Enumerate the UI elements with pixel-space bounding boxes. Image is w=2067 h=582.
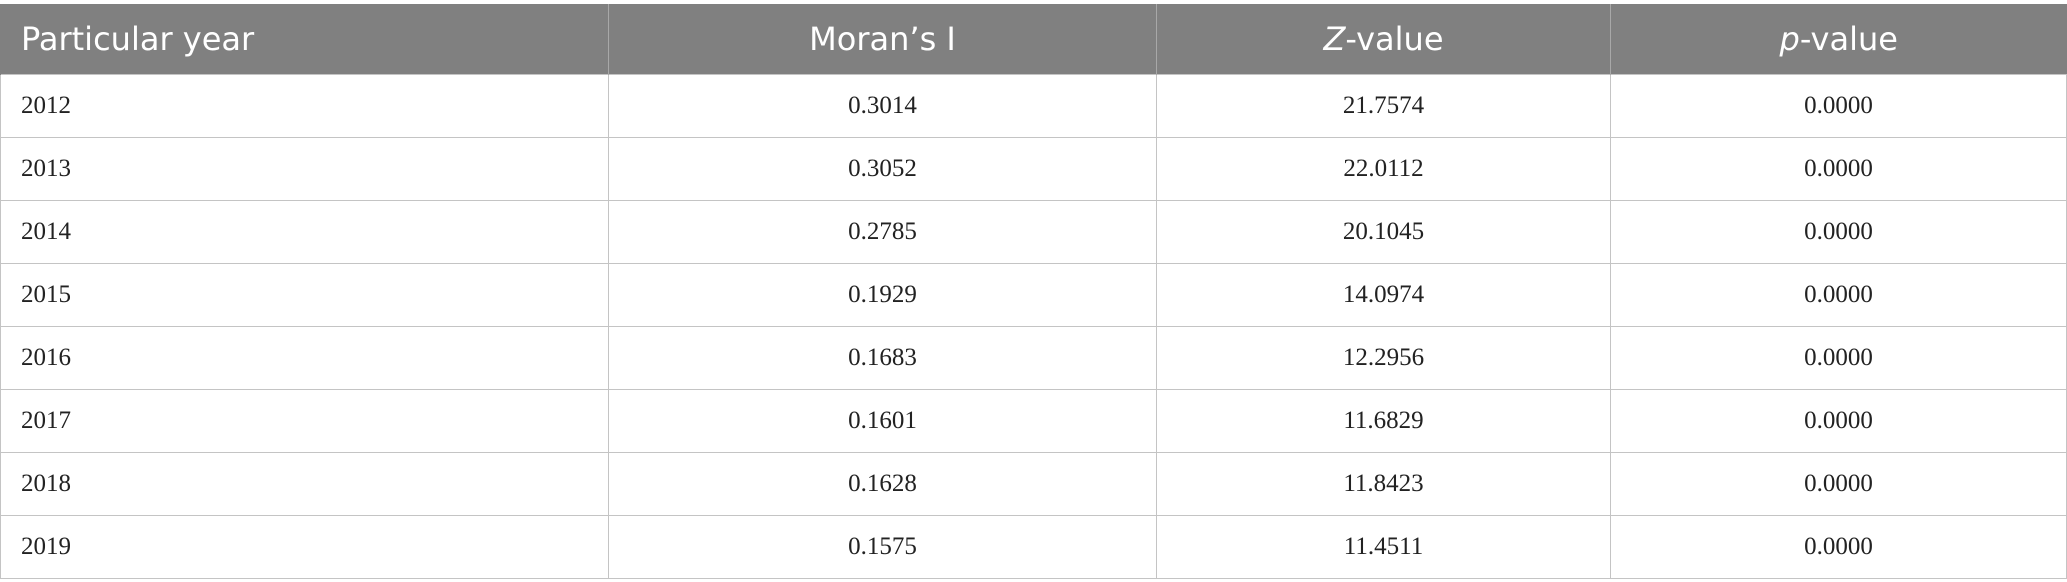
table-cell: 0.1628: [608, 452, 1157, 516]
table-cell: 0.3014: [608, 74, 1157, 138]
table-cell: 0.1683: [608, 326, 1157, 390]
table-row: 2015 0.1929 14.0974 0.0000: [0, 263, 2067, 327]
header-text: -value: [1799, 20, 1898, 58]
table-row: 2019 0.1575 11.4511 0.0000: [0, 515, 2067, 579]
table-cell: 22.0112: [1156, 137, 1611, 201]
table-row: 2014 0.2785 20.1045 0.0000: [0, 200, 2067, 264]
table-cell: 11.4511: [1156, 515, 1611, 579]
table-cell: 2012: [0, 74, 609, 138]
table-cell: 0.0000: [1610, 200, 2067, 264]
header-text: -value: [1345, 20, 1444, 58]
table-cell: 2016: [0, 326, 609, 390]
header-text: Moran’s I: [809, 20, 956, 58]
table-cell: 20.1045: [1156, 200, 1611, 264]
table-cell: 0.0000: [1610, 137, 2067, 201]
table-cell: 2017: [0, 389, 609, 453]
table-row: 2017 0.1601 11.6829 0.0000: [0, 389, 2067, 453]
table-cell: 0.3052: [608, 137, 1157, 201]
table-cell: 0.0000: [1610, 515, 2067, 579]
table-cell: 0.2785: [608, 200, 1157, 264]
table-cell: 2014: [0, 200, 609, 264]
table-cell: 11.6829: [1156, 389, 1611, 453]
data-table: Particular year Moran’s I Z-value p-value 2…: [0, 4, 2067, 579]
table-cell: 0.1601: [608, 389, 1157, 453]
table-row: 2013 0.3052 22.0112 0.0000: [0, 137, 2067, 201]
table-cell: 2013: [0, 137, 609, 201]
header-cell: Z-value: [1156, 4, 1611, 75]
table-cell: 2019: [0, 515, 609, 579]
table-cell: 2018: [0, 452, 609, 516]
table-cell: 2015: [0, 263, 609, 327]
header-cell: Moran’s I: [608, 4, 1157, 75]
table-container: Particular year Moran’s I Z-value p-value 2…: [0, 4, 2067, 579]
table-cell: 12.2956: [1156, 326, 1611, 390]
table-cell: 0.0000: [1610, 452, 2067, 516]
table-cell: 0.0000: [1610, 389, 2067, 453]
header-cell: Particular year: [0, 4, 609, 75]
table-row: 2012 0.3014 21.7574 0.0000: [0, 74, 2067, 138]
table-cell: 14.0974: [1156, 263, 1611, 327]
table-cell: 11.8423: [1156, 452, 1611, 516]
header-cell: p-value: [1610, 4, 2067, 75]
header-text: Particular year: [21, 20, 255, 58]
table-cell: 21.7574: [1156, 74, 1611, 138]
table-cell: 0.0000: [1610, 326, 2067, 390]
table-cell: 0.1929: [608, 263, 1157, 327]
header-row: Particular year Moran’s I Z-value p-value: [0, 4, 2067, 75]
table-cell: 0.1575: [608, 515, 1157, 579]
header-italic: p: [1779, 20, 1800, 58]
table-row: 2018 0.1628 11.8423 0.0000: [0, 452, 2067, 516]
header-italic: Z: [1323, 20, 1346, 58]
table-body: 2012 0.3014 21.7574 0.0000 2013 0.3052 22.0112…: [0, 74, 2067, 579]
table-cell: 0.0000: [1610, 263, 2067, 327]
table-row: 2016 0.1683 12.2956 0.0000: [0, 326, 2067, 390]
table-cell: 0.0000: [1610, 74, 2067, 138]
